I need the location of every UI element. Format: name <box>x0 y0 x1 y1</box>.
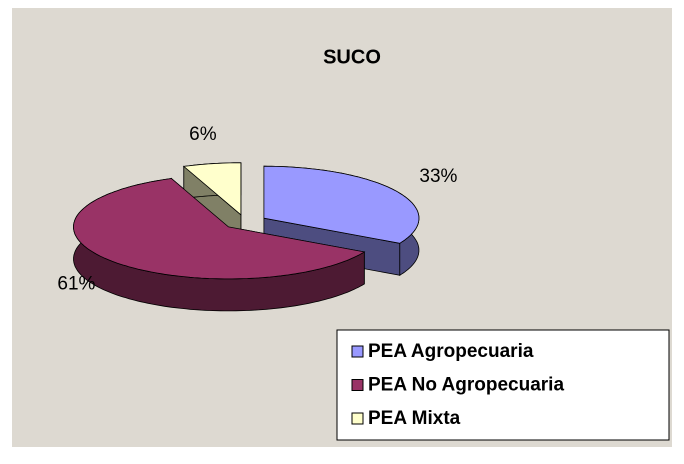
legend-label: PEA Mixta <box>368 408 461 429</box>
legend-label: PEA No Agropecuaria <box>368 375 564 396</box>
data-label: 6% <box>189 124 217 145</box>
chart-title: SUCO <box>323 46 381 68</box>
legend-swatch <box>351 345 364 358</box>
legend-label: PEA Agropecuaria <box>368 341 534 362</box>
slice-top <box>182 162 242 216</box>
legend-swatch <box>351 412 364 425</box>
legend-swatch <box>351 379 364 391</box>
legend <box>336 329 670 441</box>
slice-top <box>73 178 366 280</box>
data-label: 61% <box>57 273 95 294</box>
slice-top <box>263 165 420 244</box>
data-label: 33% <box>419 166 457 187</box>
